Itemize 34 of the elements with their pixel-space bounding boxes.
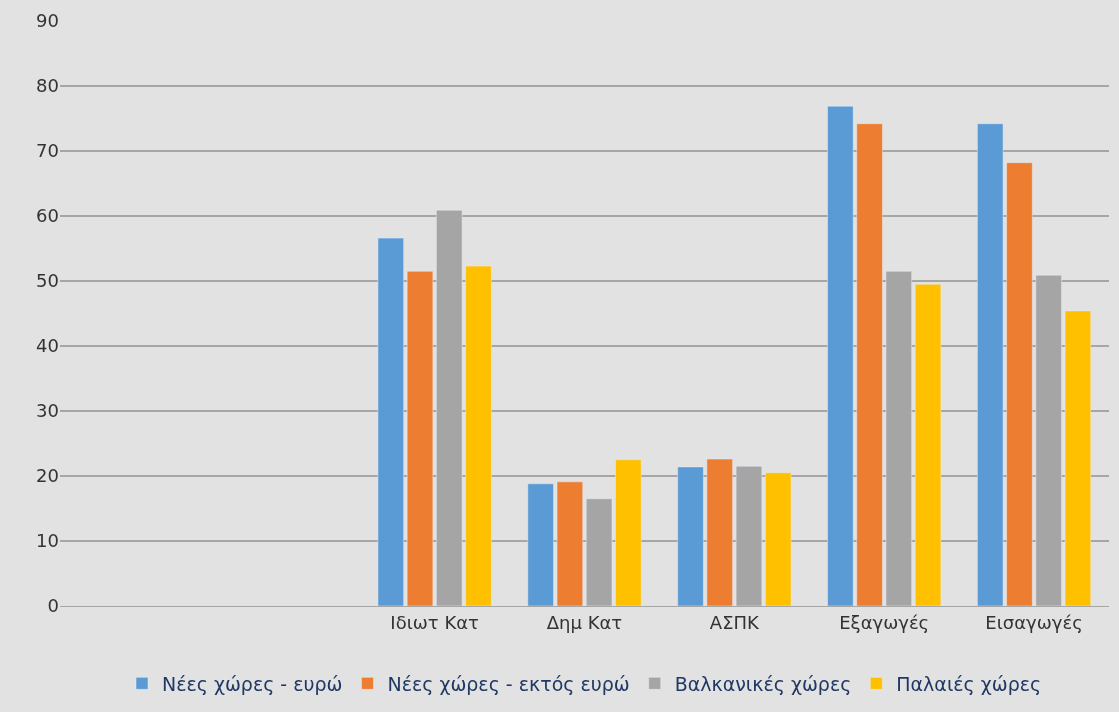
- bar: [856, 123, 883, 606]
- bar: [827, 105, 854, 606]
- bar: [527, 483, 554, 606]
- y-tick-label: 40: [36, 335, 59, 357]
- y-tick-label: 80: [36, 75, 59, 97]
- y-tick-label: 10: [36, 530, 59, 552]
- y-tick-label: 60: [36, 205, 59, 227]
- bar: [556, 481, 583, 606]
- legend-label: Νέες χώρες - εκτός ευρώ: [387, 672, 630, 695]
- bar: [677, 466, 704, 606]
- x-tick-label: Δημ Κατ: [546, 611, 623, 633]
- x-tick-label: Εξαγωγές: [839, 611, 930, 633]
- bar: [1006, 162, 1033, 606]
- y-tick-label: 50: [36, 270, 59, 292]
- bar: [1064, 310, 1092, 606]
- x-tick-label: Ιδιωτ Κατ: [390, 611, 479, 633]
- bar: [706, 458, 733, 606]
- bar: [377, 237, 404, 606]
- bar: [765, 472, 792, 606]
- x-tick-label: ΑΣΠΚ: [709, 611, 761, 633]
- y-tick-label: 20: [36, 465, 59, 487]
- y-tick-label: 0: [47, 595, 59, 617]
- legend-label: Παλαιές χώρες: [896, 672, 1042, 695]
- bar: [615, 459, 642, 606]
- bar: [977, 123, 1004, 606]
- bar: [465, 265, 492, 606]
- y-tick-label: 70: [36, 140, 59, 162]
- bar: [406, 271, 434, 606]
- legend-label: Νέες χώρες - ευρώ: [162, 672, 343, 695]
- x-tick-label: Εισαγωγές: [985, 611, 1083, 633]
- legend-label: Βαλκανικές χώρες: [674, 672, 852, 695]
- y-tick-label: 90: [36, 10, 59, 32]
- bar: [914, 284, 942, 606]
- y-tick-label: 30: [36, 400, 59, 422]
